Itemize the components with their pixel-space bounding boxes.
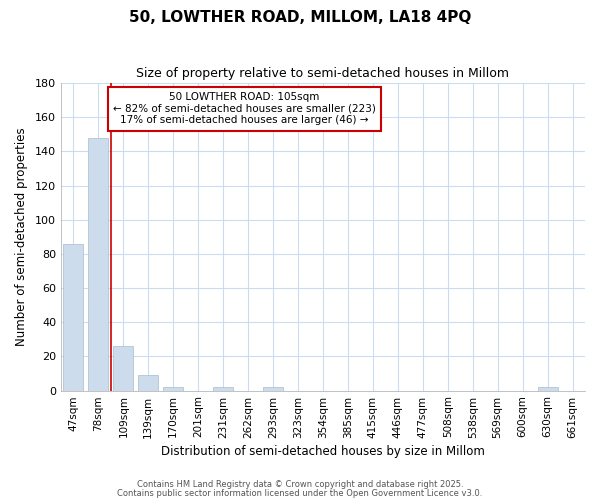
Title: Size of property relative to semi-detached houses in Millom: Size of property relative to semi-detach…	[136, 68, 509, 80]
Bar	[263, 387, 283, 390]
Text: 50 LOWTHER ROAD: 105sqm
← 82% of semi-detached houses are smaller (223)
17% of s: 50 LOWTHER ROAD: 105sqm ← 82% of semi-de…	[113, 92, 376, 126]
Text: Contains public sector information licensed under the Open Government Licence v3: Contains public sector information licen…	[118, 488, 482, 498]
Text: 50, LOWTHER ROAD, MILLOM, LA18 4PQ: 50, LOWTHER ROAD, MILLOM, LA18 4PQ	[129, 10, 471, 25]
Bar	[163, 387, 183, 390]
Bar	[138, 375, 158, 390]
Bar	[88, 138, 109, 390]
Y-axis label: Number of semi-detached properties: Number of semi-detached properties	[15, 128, 28, 346]
Bar	[64, 244, 83, 390]
Text: Contains HM Land Registry data © Crown copyright and database right 2025.: Contains HM Land Registry data © Crown c…	[137, 480, 463, 489]
X-axis label: Distribution of semi-detached houses by size in Millom: Distribution of semi-detached houses by …	[161, 444, 485, 458]
Bar	[213, 387, 233, 390]
Bar	[538, 387, 557, 390]
Bar	[113, 346, 133, 391]
